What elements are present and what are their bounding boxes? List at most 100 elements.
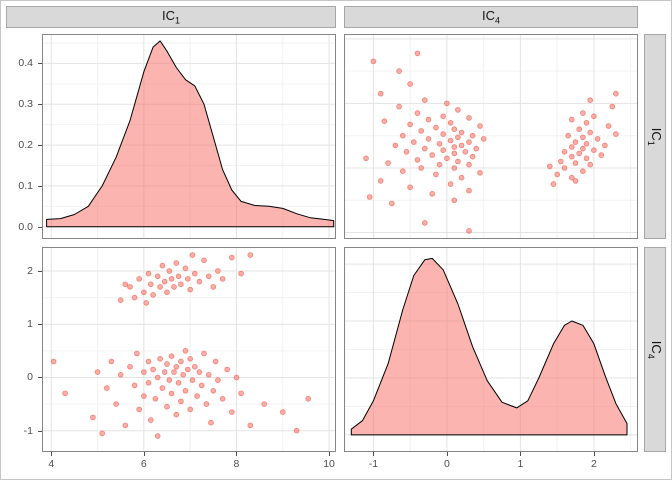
x-tick-mark [51,452,53,456]
scatter-point [127,364,133,370]
y-tick-mark [38,185,42,187]
scatter-point [447,181,454,187]
grid-minor [42,247,336,452]
grid-major [344,34,638,239]
scatter-ic1-ic4-svg [42,247,336,452]
y-tick-label: -1 [23,424,33,437]
scatter-point [157,284,163,290]
scatter-point [399,168,406,175]
scatter-point [168,390,175,397]
scatter-point [433,171,439,178]
density-ic4-svg [344,247,638,452]
scatter-point [210,388,217,394]
scatter-point [175,273,182,280]
scatter-point [414,157,421,163]
scatter-point [392,142,399,149]
scatter-point [187,356,194,362]
scatter-point [141,369,147,375]
density-ic1-svg [42,34,336,239]
y-tick-mark [38,63,42,65]
scatter-point [182,265,189,272]
scatter-points [363,50,619,234]
facet-label-ic4: IC4 [481,8,500,26]
scatter-point [145,358,152,365]
scatter-point [429,152,435,158]
scatter-point [547,163,553,170]
scatter-point [594,136,601,142]
panel-border [344,34,638,239]
scatter-point [187,286,194,293]
scatter-point [455,158,461,165]
scatter-point [94,369,101,375]
scatter-point [229,254,235,261]
scatter-point [99,430,105,437]
panel-border [42,34,336,239]
scatter-point [480,136,487,142]
scatter-point [418,128,424,134]
y-tick-label: 0.3 [18,97,33,110]
scatter-point [305,396,312,402]
scatter-point [363,155,369,162]
scatter-point [198,382,205,389]
panel-border [344,247,638,452]
scatter-point [293,427,300,434]
scatter-point [215,268,221,274]
scatter-point [173,364,180,370]
scatter-point [131,382,138,389]
scatter-point [168,276,175,282]
y-tick-label: 0.4 [18,57,33,70]
scatter-point [377,178,384,184]
scatter-point [436,161,443,168]
scatter-point [477,123,483,129]
scatter-point [171,284,177,290]
x-tick-mark [373,452,375,456]
scatter-point [587,161,594,168]
facet-label-ic1: IC1 [161,8,180,26]
scatter-point [444,155,450,162]
y-tick-label: 0.1 [18,179,33,192]
scatter-point [440,113,446,120]
scatter-point [201,257,207,264]
y-tick-mark [38,226,42,228]
y-tick-mark [38,104,42,106]
scatter-point [168,353,175,359]
scatter-point [558,158,564,165]
scatter-point [164,289,170,296]
scatter-point [473,145,480,152]
y-tick-mark [38,430,42,432]
scatter-point [127,284,133,290]
scatter-point [117,297,124,303]
y-tick-label: 2 [27,264,33,277]
scatter-point [583,120,590,126]
scatter-point [580,134,586,141]
scatter-point [175,380,182,386]
facet-label-right-ic4: IC4 [646,340,664,359]
scatter-point [576,126,583,132]
scatter-point [407,81,413,87]
x-tick-label: 2 [590,458,597,470]
scatter-point [152,396,159,402]
scatter-point [122,281,129,288]
scatter-point [458,129,465,136]
scatter-point [238,390,244,397]
scatter-point [591,113,597,120]
scatter-point [425,116,432,123]
x-tick-mark [236,452,238,456]
scatter-point [396,103,402,110]
scatter-point [131,294,138,301]
scatter-point [280,409,286,415]
scatter-point [171,369,177,375]
scatter-point [219,396,226,402]
scatter-ic4-ic1-svg [344,34,638,239]
scatter-point [436,141,443,147]
x-tick-label: 8 [233,458,240,470]
scatter-point [458,174,465,181]
scatter-point [143,300,149,306]
scatter-point [180,372,187,378]
panel-scatter-ic1-vs-ic4 [42,247,336,452]
density-area [350,257,628,436]
y-tick-label: 0.2 [18,138,33,151]
scatter-point [569,144,575,150]
scatter-point [185,276,191,282]
scatter-point [150,292,156,298]
